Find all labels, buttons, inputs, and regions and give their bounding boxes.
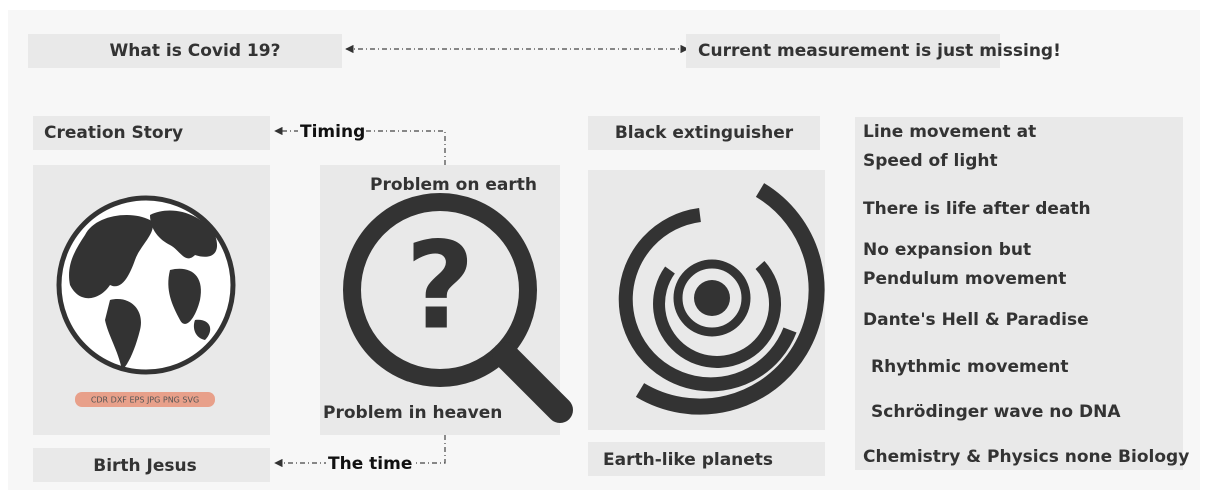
label: What is Covid 19?: [110, 41, 281, 61]
label: Problem on earth: [370, 175, 537, 195]
label: Birth Jesus: [93, 456, 197, 476]
label: Problem in heaven: [323, 403, 502, 423]
label: The time: [328, 454, 412, 474]
list-item: Line movement at: [863, 122, 1036, 142]
list-item: Dante's Hell & Paradise: [863, 310, 1089, 330]
label-bg: [298, 122, 366, 140]
label: Earth-like planets: [603, 450, 773, 470]
label: Current measurement is just missing!: [698, 41, 1061, 61]
box: [33, 116, 270, 150]
box: [33, 448, 270, 482]
label: Timing: [300, 122, 365, 142]
magnifier-icon: ?: [343, 193, 573, 423]
box: [588, 442, 825, 476]
badge: [75, 392, 215, 407]
label: Creation Story: [44, 123, 183, 143]
list: Line movement at Speed of light There is l…: [863, 122, 1189, 467]
list-item: Pendulum movement: [863, 269, 1066, 289]
list-item: Speed of light: [863, 151, 998, 171]
list-item: There is life after death: [863, 199, 1091, 219]
list-item: Chemistry & Physics none Biology: [863, 447, 1189, 467]
globe-icon: [56, 195, 236, 375]
box: [588, 116, 820, 150]
spiral-icon: [618, 183, 825, 415]
list-item: Schrödinger wave no DNA: [871, 402, 1121, 422]
badge-text: CDR DXF EPS JPG PNG SVG: [91, 396, 199, 405]
arrow: [274, 435, 446, 468]
box: [28, 34, 342, 68]
list-item: Rhythmic movement: [871, 357, 1069, 377]
list-item: No expansion but: [863, 240, 1031, 260]
box: [686, 34, 1000, 68]
label-bg: [326, 454, 416, 472]
box: [855, 117, 1183, 470]
svg-text:?: ?: [405, 218, 475, 357]
label: Black extinguisher: [615, 123, 794, 143]
